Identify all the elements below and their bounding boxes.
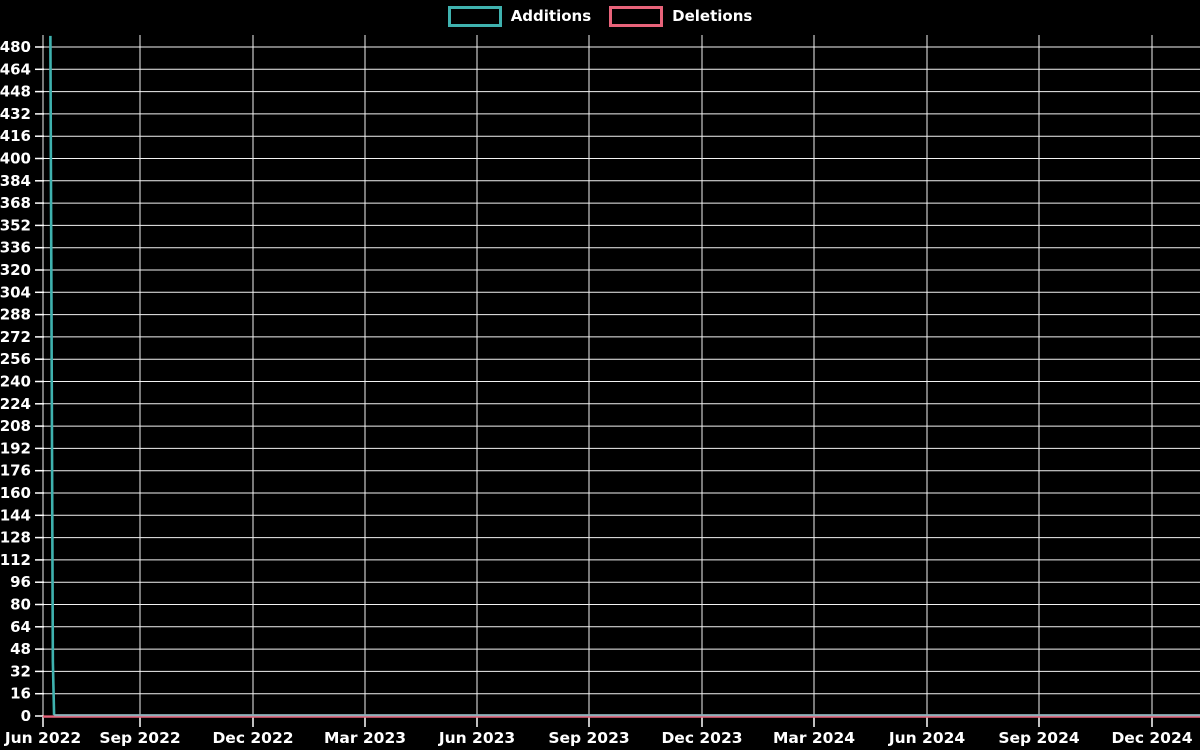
y-tick-label: 16 — [10, 685, 31, 703]
y-tick-label: 320 — [0, 261, 31, 279]
axis-labels: 0 16 32 48 64 80 96 112 128 144 160 176 192 208 224 240… — [0, 38, 1193, 747]
x-tick-label: Dec 2022 — [212, 729, 293, 747]
y-tick-label: 0 — [21, 707, 31, 725]
chart-legend: Additions Deletions — [0, 6, 1200, 27]
y-tick-label: 192 — [0, 439, 31, 457]
deletions-swatch-icon — [609, 6, 664, 27]
y-tick-label: 432 — [0, 105, 31, 123]
y-tick-label: 304 — [0, 283, 31, 301]
x-tick-label: Mar 2024 — [773, 729, 855, 747]
x-tick-label: Sep 2023 — [548, 729, 629, 747]
y-tick-label: 64 — [10, 618, 31, 636]
y-tick-label: 176 — [0, 462, 31, 480]
y-tick-label: 464 — [0, 60, 31, 78]
x-tick-label: Sep 2022 — [99, 729, 180, 747]
legend-item-additions[interactable]: Additions — [447, 6, 592, 27]
legend-label-additions: Additions — [510, 7, 592, 25]
y-tick-label: 384 — [0, 172, 31, 190]
y-tick-label: 128 — [0, 529, 31, 547]
axis-ticks — [35, 46, 1153, 727]
y-tick-label: 80 — [10, 596, 31, 614]
x-tick-label: Jun 2023 — [438, 729, 515, 747]
y-tick-label: 208 — [0, 417, 31, 435]
y-tick-label: 448 — [0, 83, 31, 101]
x-tick-label: Dec 2023 — [661, 729, 742, 747]
y-tick-label: 112 — [0, 551, 31, 569]
x-tick-label: Dec 2024 — [1111, 729, 1192, 747]
data-series — [43, 35, 1200, 718]
gridlines — [42, 35, 1200, 717]
y-tick-label: 352 — [0, 216, 31, 234]
y-tick-label: 368 — [0, 194, 31, 212]
legend-item-deletions[interactable]: Deletions — [609, 6, 752, 27]
y-tick-label: 288 — [0, 306, 31, 324]
y-tick-label: 336 — [0, 239, 31, 257]
x-tick-label: Sep 2024 — [998, 729, 1080, 747]
y-tick-label: 96 — [10, 573, 31, 591]
y-tick-label: 144 — [0, 506, 31, 524]
x-tick-label: Mar 2023 — [324, 729, 406, 747]
y-tick-label: 48 — [10, 640, 31, 658]
additions-swatch-icon — [447, 6, 502, 27]
y-tick-label: 400 — [0, 150, 31, 168]
legend-label-deletions: Deletions — [672, 7, 753, 25]
y-tick-label: 160 — [0, 484, 31, 502]
y-tick-label: 416 — [0, 127, 31, 145]
y-tick-label: 272 — [0, 328, 31, 346]
x-tick-label: Jun 2024 — [888, 729, 966, 747]
y-tick-label: 224 — [0, 395, 31, 413]
x-tick-label: Jun 2022 — [4, 729, 81, 747]
y-tick-label: 240 — [0, 373, 31, 391]
y-tick-label: 256 — [0, 350, 31, 368]
y-tick-label: 32 — [10, 662, 31, 680]
additions-spike-line — [49, 35, 56, 716]
y-tick-label: 480 — [0, 38, 31, 56]
